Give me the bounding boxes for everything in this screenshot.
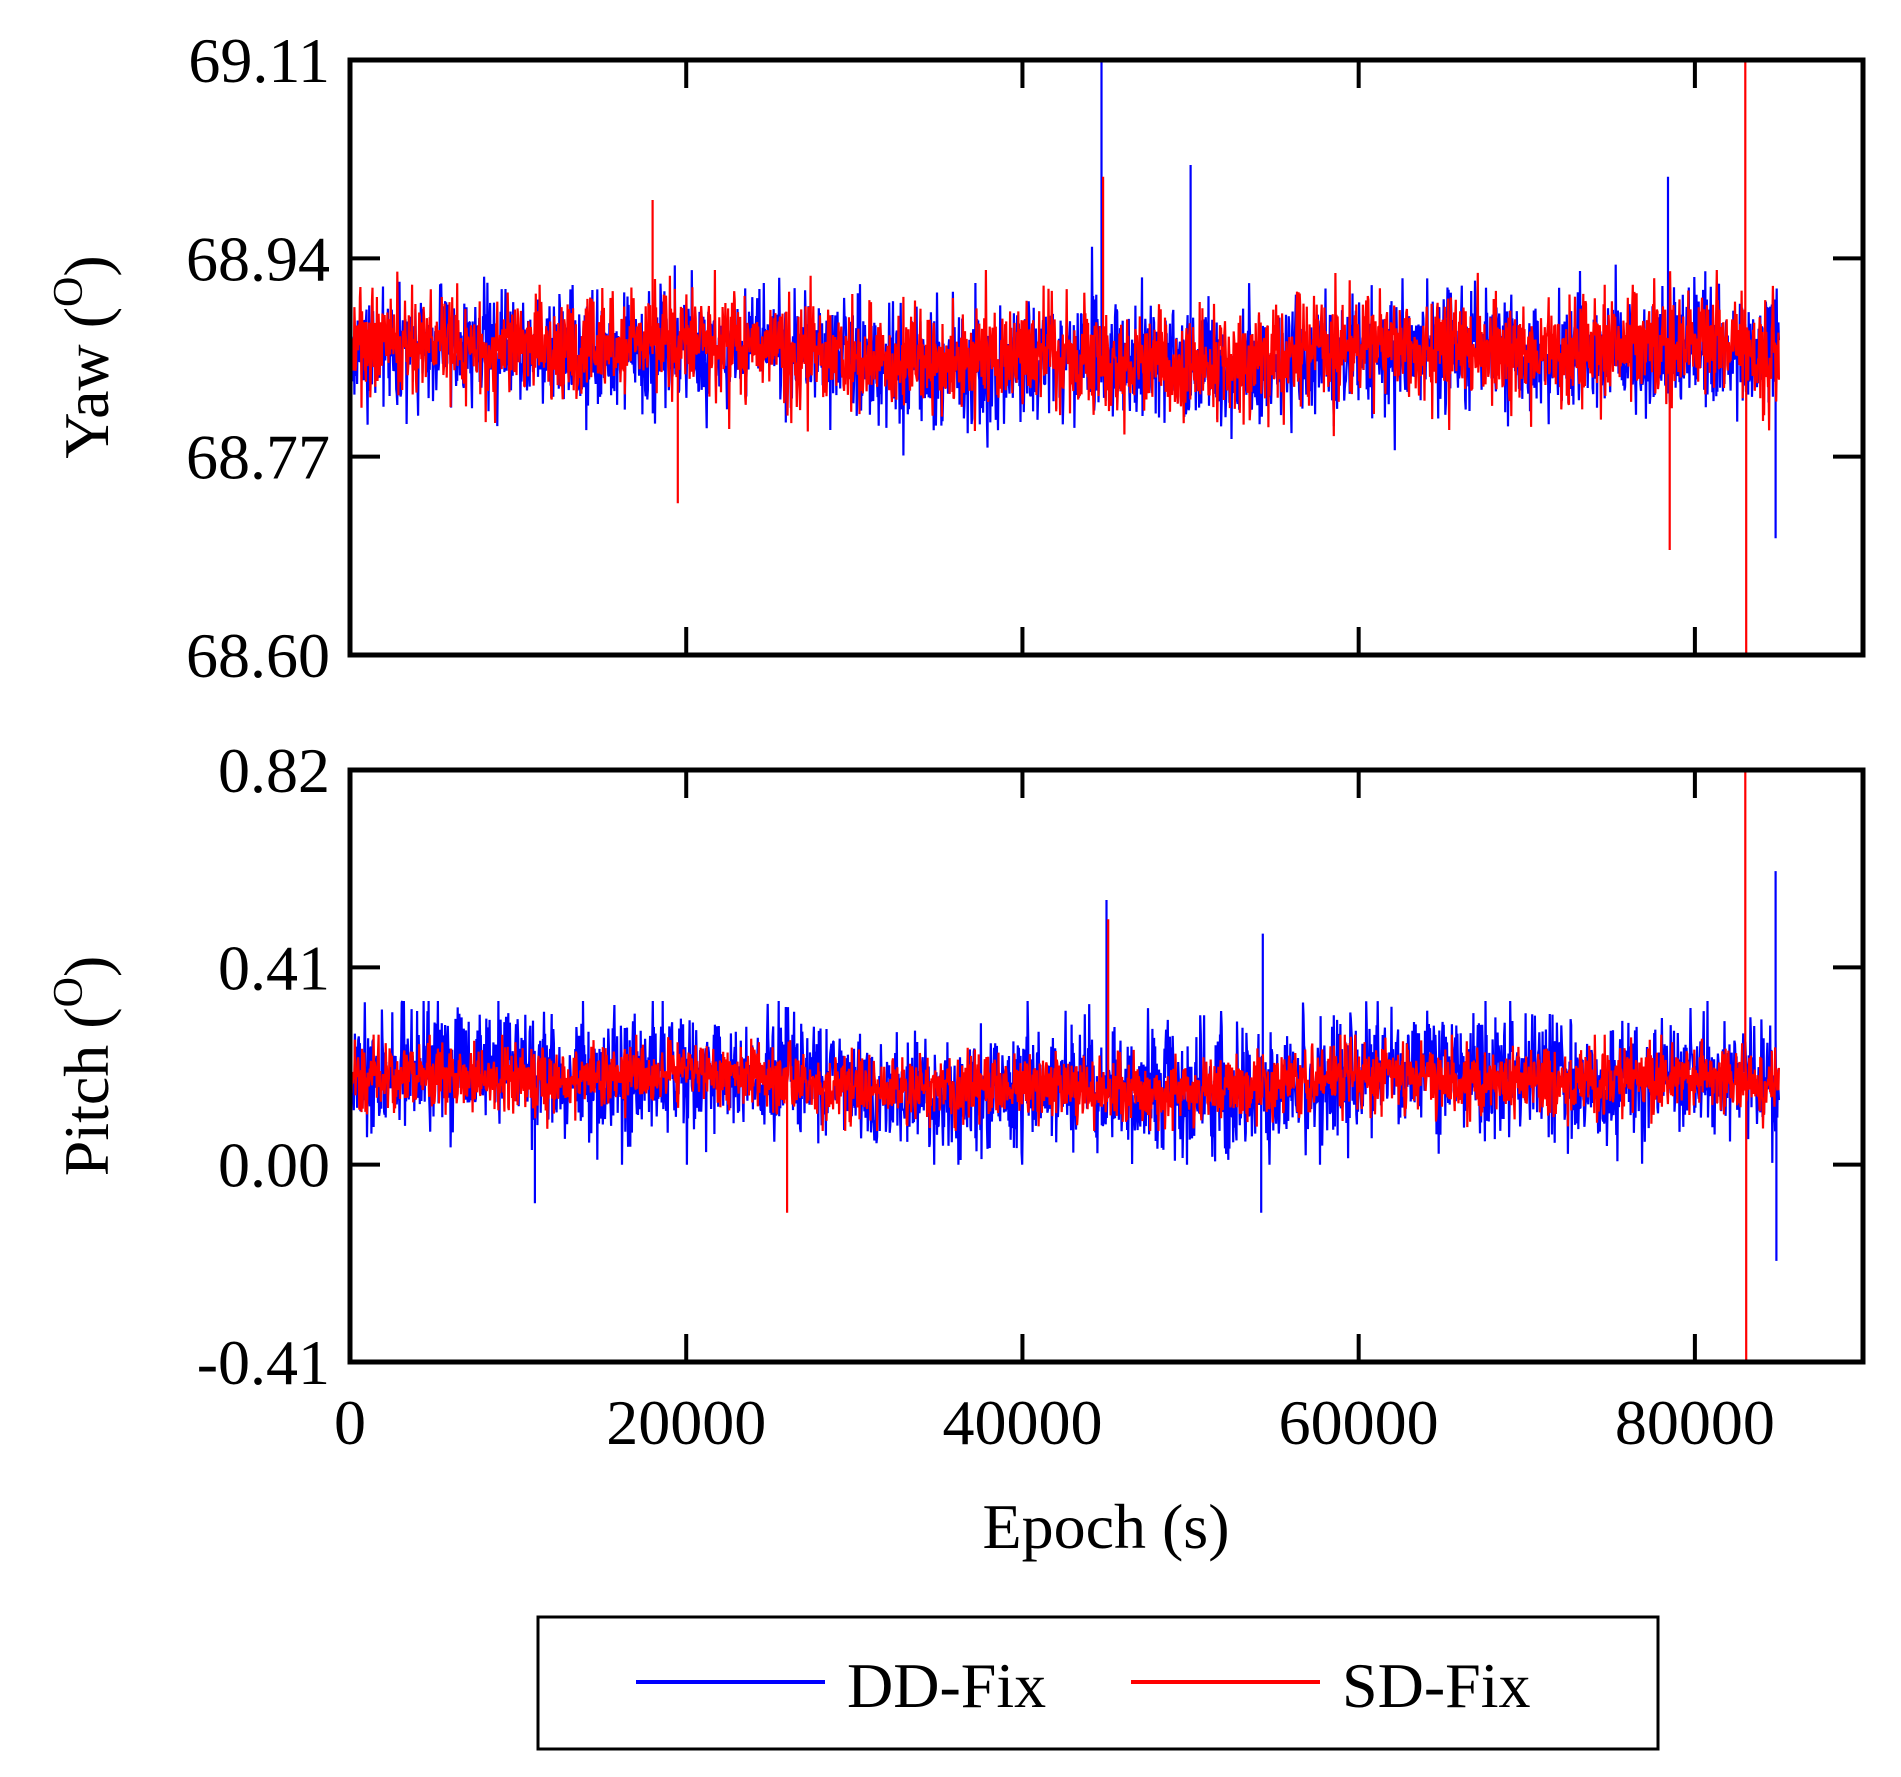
yaw-plot-frame [347,57,1866,658]
legend-sd-fix-label: SD-Fix [1342,1650,1531,1721]
yaw-y-axis-label: Yaw (O) [46,255,122,458]
yaw-panel: 69.11 68.94 68.77 68.60 Yaw (O) [46,25,1866,691]
x-tick-label: 0 [334,1387,366,1458]
yaw-y-tick-label: 68.77 [186,422,330,493]
pitch-y-tick-label: 0.41 [218,932,330,1003]
yaw-x-ticks [348,60,1697,655]
yaw-y-tick-label: 69.11 [188,25,330,96]
pitch-plot-frame [347,767,1866,1365]
pitch-series-sd-fix [348,770,1780,1362]
x-tick-label: 40000 [942,1387,1102,1458]
yaw-y-tick-label: 68.60 [186,620,330,691]
pitch-panel: 0.820.410.00-0.41 0 20000 40000 60000 80000 … [46,735,1866,1562]
pitch-y-tick-label: -0.41 [197,1327,330,1398]
pitch-series-layer [348,770,1780,1362]
yaw-y-tick-label: 68.94 [186,223,330,294]
x-tick-label: 20000 [606,1387,766,1458]
pitch-y-ticks: 0.82 0.41 0.00 -0.41 [197,735,1863,1398]
pitch-y-label-degree: O [46,977,92,1007]
x-axis-label: Epoch (s) [982,1491,1229,1562]
legend-dd-fix-label: DD-Fix [847,1650,1046,1721]
x-tick-label: 60000 [1279,1387,1439,1458]
x-tick-label: 80000 [1615,1387,1775,1458]
yaw-y-ticks: 69.11 68.94 68.77 68.60 [186,25,1863,691]
pitch-y-axis-label: Pitch (O) [46,956,122,1177]
yaw-series-layer [348,60,1780,655]
pitch-x-ticks: 0 20000 40000 60000 80000 [334,770,1775,1458]
pitch-y-tick-label: 0.82 [218,735,330,806]
pitch-y-label-text: Pitch ( [51,1007,122,1176]
legend: DD-Fix SD-Fix [536,1615,1660,1751]
yaw-series-sd-fix [348,60,1780,655]
yaw-y-label-text: Yaw ( [51,307,122,459]
pitch-y-tick-label: 0.00 [218,1130,330,1201]
yaw-y-label-close: ) [51,255,122,276]
yaw-y-label-degree: O [46,277,92,307]
pitch-y-label-close: ) [51,956,122,977]
